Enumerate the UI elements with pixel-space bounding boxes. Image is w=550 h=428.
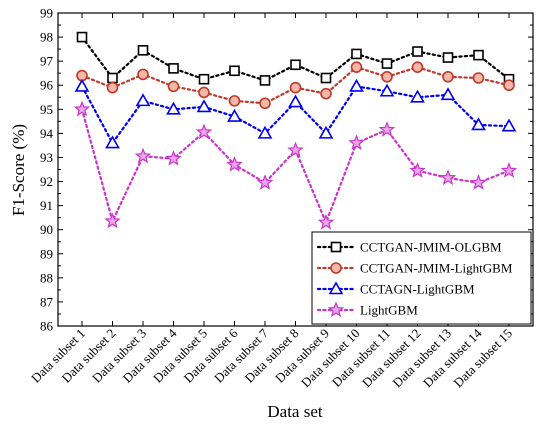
y-tick-label: 94 xyxy=(40,126,54,141)
series-point xyxy=(134,147,152,164)
y-tick-label: 89 xyxy=(40,246,53,261)
series-point xyxy=(442,52,454,63)
series-point xyxy=(378,121,396,137)
series-point xyxy=(167,80,180,93)
series-point xyxy=(439,169,457,185)
series-point xyxy=(320,72,332,84)
series-point xyxy=(257,125,273,139)
y-tick-label: 98 xyxy=(40,30,53,45)
series-point xyxy=(256,174,274,190)
series-point xyxy=(198,73,210,85)
series-point xyxy=(351,48,362,60)
series-point xyxy=(440,87,456,101)
series-point xyxy=(381,58,393,69)
series-point xyxy=(381,71,393,83)
series-point xyxy=(73,100,91,117)
series-point xyxy=(500,162,518,178)
series-point xyxy=(259,75,271,86)
series-point xyxy=(379,83,395,97)
series-point xyxy=(107,72,118,84)
y-tick-label: 97 xyxy=(40,54,54,69)
series-point xyxy=(318,125,334,139)
series-2 xyxy=(74,78,517,149)
legend-entry: CCTAGN-LightGBM xyxy=(316,281,475,297)
series-point xyxy=(290,59,301,71)
series-point xyxy=(472,72,485,84)
legend-swatch-marker xyxy=(330,241,342,253)
series-3 xyxy=(73,100,518,230)
legend-label: LightGBM xyxy=(360,303,418,318)
series-point xyxy=(411,61,424,73)
series-point xyxy=(137,68,149,81)
legend-entry: LightGBM xyxy=(316,301,418,318)
y-tick-label: 99 xyxy=(40,6,53,21)
series-point xyxy=(501,118,517,132)
series-point xyxy=(105,135,120,149)
series-point xyxy=(503,79,515,92)
y-tick-label: 91 xyxy=(40,198,53,213)
series-point xyxy=(410,89,425,103)
series-point xyxy=(166,101,181,115)
series-0 xyxy=(76,31,515,86)
series-point xyxy=(287,141,304,158)
series-point xyxy=(195,123,213,140)
series-point xyxy=(76,31,88,43)
series-point xyxy=(165,150,182,166)
legend-label: CCTGAN-JMIM-LightGBM xyxy=(360,261,513,276)
series-layer xyxy=(73,31,518,230)
series-point xyxy=(289,81,302,94)
series-point xyxy=(228,95,241,107)
series-point xyxy=(226,156,243,172)
legend-label: CCTGAN-JMIM-OLGBM xyxy=(360,240,502,255)
series-point xyxy=(348,134,365,151)
y-tick-label: 95 xyxy=(40,102,53,117)
y-axis-title: F1-Score (%) xyxy=(9,124,28,216)
legend-swatch-marker xyxy=(328,281,344,295)
y-tick-label: 96 xyxy=(40,78,54,93)
series-point xyxy=(227,108,242,122)
legend-label: CCTAGN-LightGBM xyxy=(360,282,475,297)
series-point xyxy=(168,63,179,74)
series-point xyxy=(106,81,119,94)
legend-swatch-marker xyxy=(330,262,342,274)
series-point xyxy=(196,99,212,113)
legend-swatch-marker xyxy=(327,301,345,318)
series-point xyxy=(104,212,121,229)
series-point xyxy=(350,61,363,73)
legend-entry: CCTGAN-JMIM-OLGBM xyxy=(316,240,502,255)
y-tick-label: 90 xyxy=(40,222,53,237)
series-point xyxy=(471,117,486,131)
series-point xyxy=(320,87,332,100)
series-1 xyxy=(76,61,515,110)
series-point xyxy=(198,86,210,99)
y-tick-label: 92 xyxy=(40,174,53,189)
series-point xyxy=(409,162,426,178)
y-tick-label: 93 xyxy=(40,150,53,165)
series-point xyxy=(288,94,303,108)
series-point xyxy=(317,213,335,230)
series-point xyxy=(442,71,454,83)
series-point xyxy=(137,45,149,56)
series-point xyxy=(412,46,423,57)
legend-entry: CCTGAN-JMIM-LightGBM xyxy=(316,261,513,276)
legend: CCTGAN-JMIM-OLGBM CCTGAN-JMIM-LightGBM CCT… xyxy=(311,231,532,325)
x-axis-title: Data set xyxy=(267,402,323,421)
series-point xyxy=(349,78,364,92)
series-point xyxy=(229,65,240,77)
y-tick-label: 87 xyxy=(40,294,54,309)
y-tick-label: 86 xyxy=(40,319,54,334)
series-line xyxy=(80,35,511,82)
series-point xyxy=(473,49,484,61)
series-point xyxy=(259,97,271,110)
series-point xyxy=(135,93,151,107)
series-point xyxy=(470,174,487,190)
series-point xyxy=(74,78,90,92)
legend-box xyxy=(311,231,532,325)
y-axis: 86 87 88 89 90 91 92 93 94 95 96 97 98 99 xyxy=(40,6,533,334)
series-line xyxy=(80,108,511,226)
y-tick-label: 88 xyxy=(40,270,53,285)
